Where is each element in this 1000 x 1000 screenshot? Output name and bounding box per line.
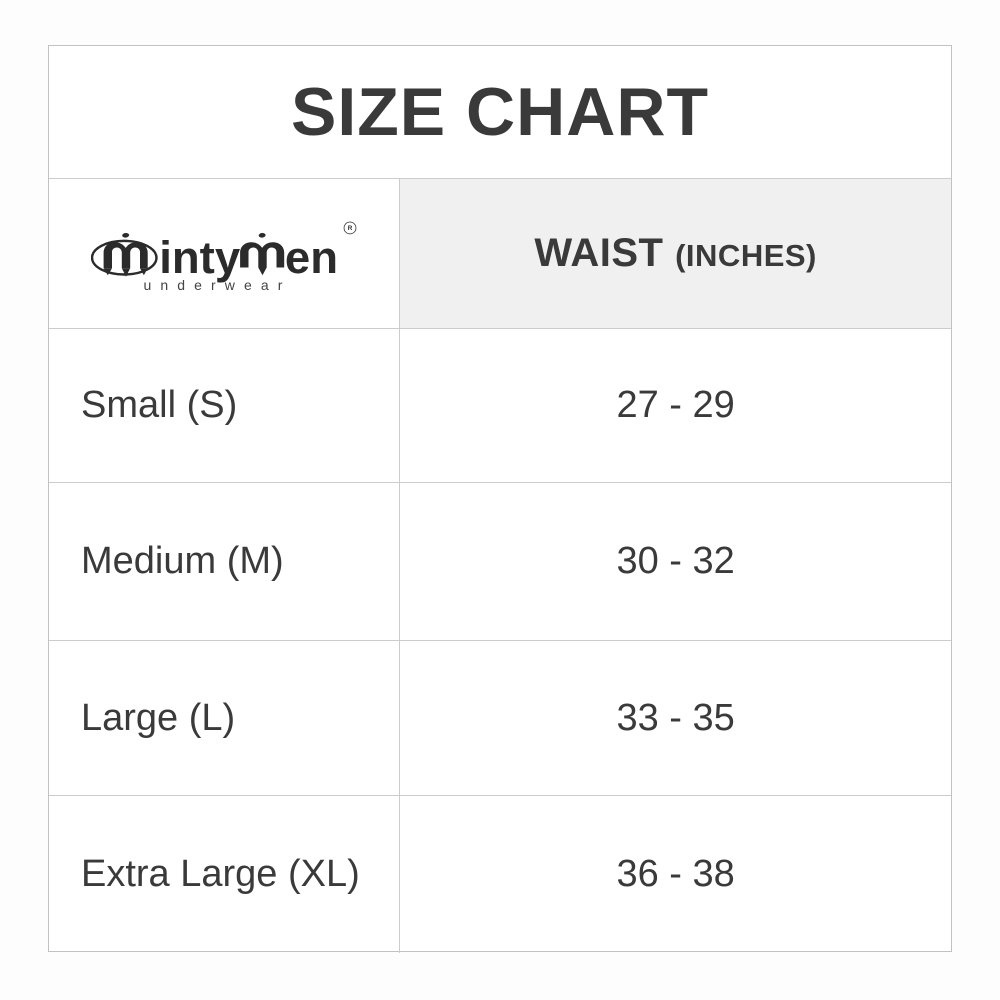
svg-text:R: R [348, 225, 353, 232]
svg-text:underwear: underwear [144, 277, 292, 292]
svg-text:en: en [285, 232, 338, 283]
svg-text:inty: inty [159, 232, 241, 283]
